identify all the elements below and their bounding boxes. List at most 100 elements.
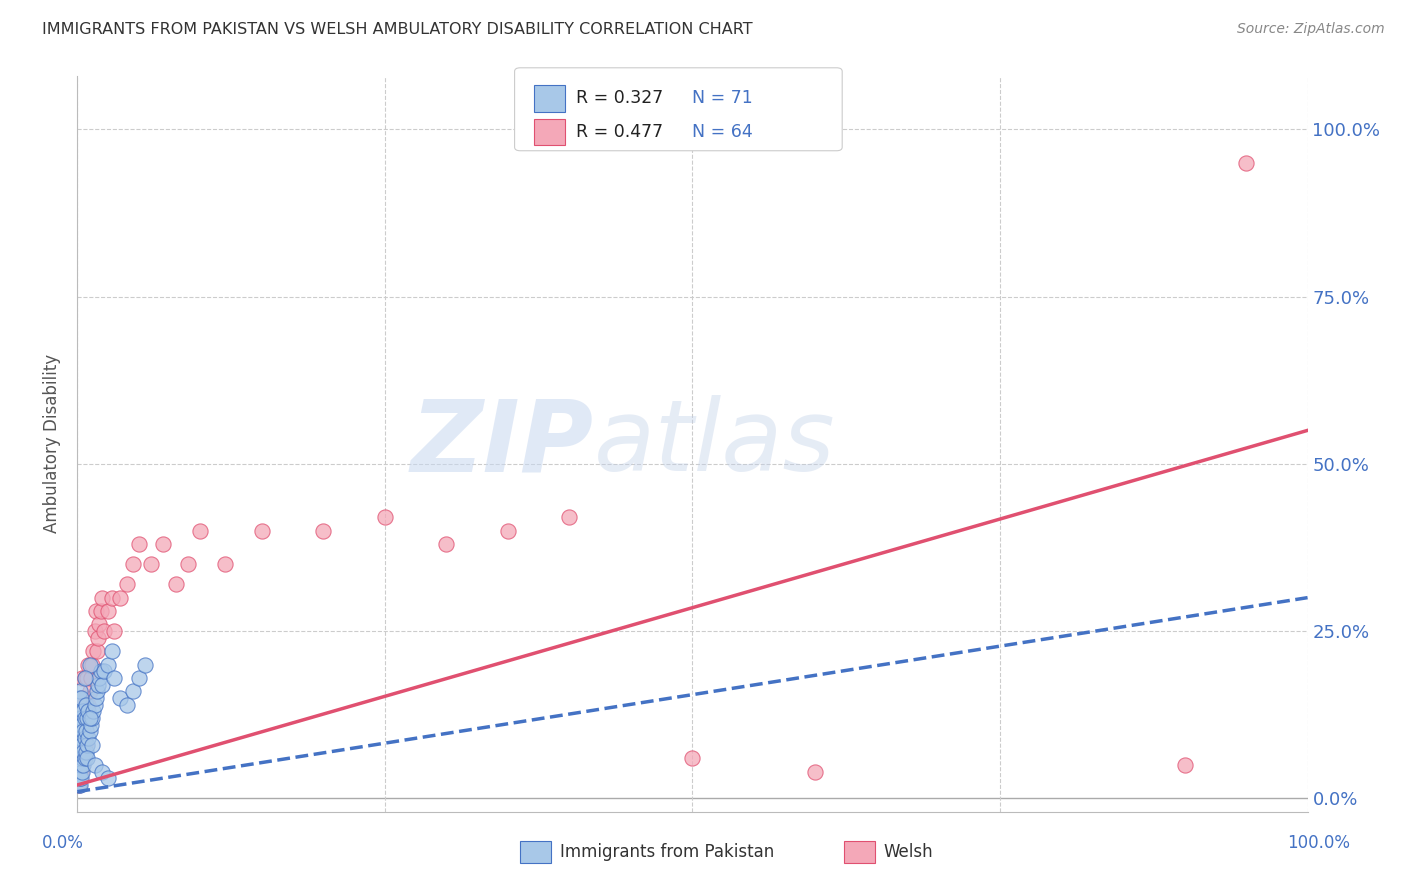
Point	[70, 717, 93, 731]
Point	[165, 577, 187, 591]
Point	[82, 657, 104, 672]
Point	[67, 778, 90, 792]
Point	[73, 738, 96, 752]
Point	[67, 724, 90, 739]
Text: N = 64: N = 64	[692, 123, 752, 141]
Point	[69, 758, 91, 772]
Point	[73, 731, 96, 746]
Point	[70, 764, 93, 779]
Point	[70, 751, 93, 765]
Point	[69, 684, 91, 698]
Text: ZIP: ZIP	[411, 395, 595, 492]
Point	[67, 744, 90, 758]
Point	[72, 724, 94, 739]
Point	[97, 657, 120, 672]
Point	[72, 690, 94, 705]
Point	[374, 510, 396, 524]
Point	[76, 671, 98, 685]
Point	[69, 771, 91, 786]
Point	[69, 744, 91, 758]
Point	[70, 758, 93, 772]
Point	[83, 624, 105, 639]
Text: N = 71: N = 71	[692, 89, 752, 107]
Point	[115, 698, 138, 712]
Point	[70, 671, 93, 685]
Point	[70, 690, 93, 705]
Point	[67, 764, 90, 779]
Point	[69, 758, 91, 772]
Point	[70, 738, 93, 752]
Point	[67, 778, 90, 792]
Point	[70, 711, 93, 725]
Point	[84, 604, 107, 618]
Point	[87, 631, 110, 645]
Point	[67, 690, 90, 705]
Point	[72, 705, 94, 719]
Point	[67, 711, 90, 725]
Point	[152, 537, 174, 551]
Point	[69, 771, 91, 786]
Point	[69, 705, 91, 719]
Point	[82, 738, 104, 752]
Point	[77, 698, 100, 712]
Point	[70, 731, 93, 746]
Point	[70, 724, 93, 739]
Point	[70, 690, 93, 705]
Point	[70, 771, 93, 786]
Point	[70, 764, 93, 779]
Point	[84, 690, 107, 705]
Point	[79, 684, 101, 698]
Point	[76, 738, 98, 752]
Point	[70, 758, 93, 772]
Point	[90, 678, 114, 692]
Point	[86, 644, 108, 658]
Point	[67, 751, 90, 765]
Point	[115, 577, 138, 591]
Point	[682, 751, 704, 765]
Text: atlas: atlas	[595, 395, 835, 492]
Point	[250, 524, 273, 538]
Point	[558, 510, 581, 524]
Point	[73, 711, 96, 725]
Point	[80, 671, 103, 685]
Point	[90, 764, 114, 779]
Point	[90, 604, 112, 618]
Point	[83, 698, 105, 712]
Point	[77, 657, 100, 672]
Point	[101, 591, 124, 605]
Point	[90, 591, 114, 605]
Point	[67, 758, 90, 772]
Point	[72, 724, 94, 739]
Point	[76, 711, 98, 725]
Point	[73, 671, 96, 685]
Point	[76, 711, 98, 725]
Point	[75, 724, 97, 739]
Point	[177, 557, 200, 572]
Point	[69, 711, 91, 725]
Point	[188, 524, 212, 538]
Point	[128, 671, 150, 685]
Point	[436, 537, 458, 551]
Text: R = 0.477: R = 0.477	[576, 123, 664, 141]
Point	[134, 657, 156, 672]
Point	[103, 624, 125, 639]
Point	[496, 524, 519, 538]
Point	[75, 724, 97, 739]
Point	[73, 711, 96, 725]
Point	[69, 731, 91, 746]
Point	[67, 771, 90, 786]
Point	[110, 690, 132, 705]
Point	[141, 557, 163, 572]
Point	[80, 717, 103, 731]
Point	[97, 604, 120, 618]
Point	[67, 751, 90, 765]
Point	[93, 624, 115, 639]
Point	[69, 778, 91, 792]
Point	[67, 738, 90, 752]
Point	[214, 557, 236, 572]
Text: Welsh: Welsh	[883, 843, 932, 861]
Text: R = 0.327: R = 0.327	[576, 89, 664, 107]
Point	[1234, 155, 1257, 169]
Text: Immigrants from Pakistan: Immigrants from Pakistan	[560, 843, 773, 861]
Point	[77, 731, 100, 746]
